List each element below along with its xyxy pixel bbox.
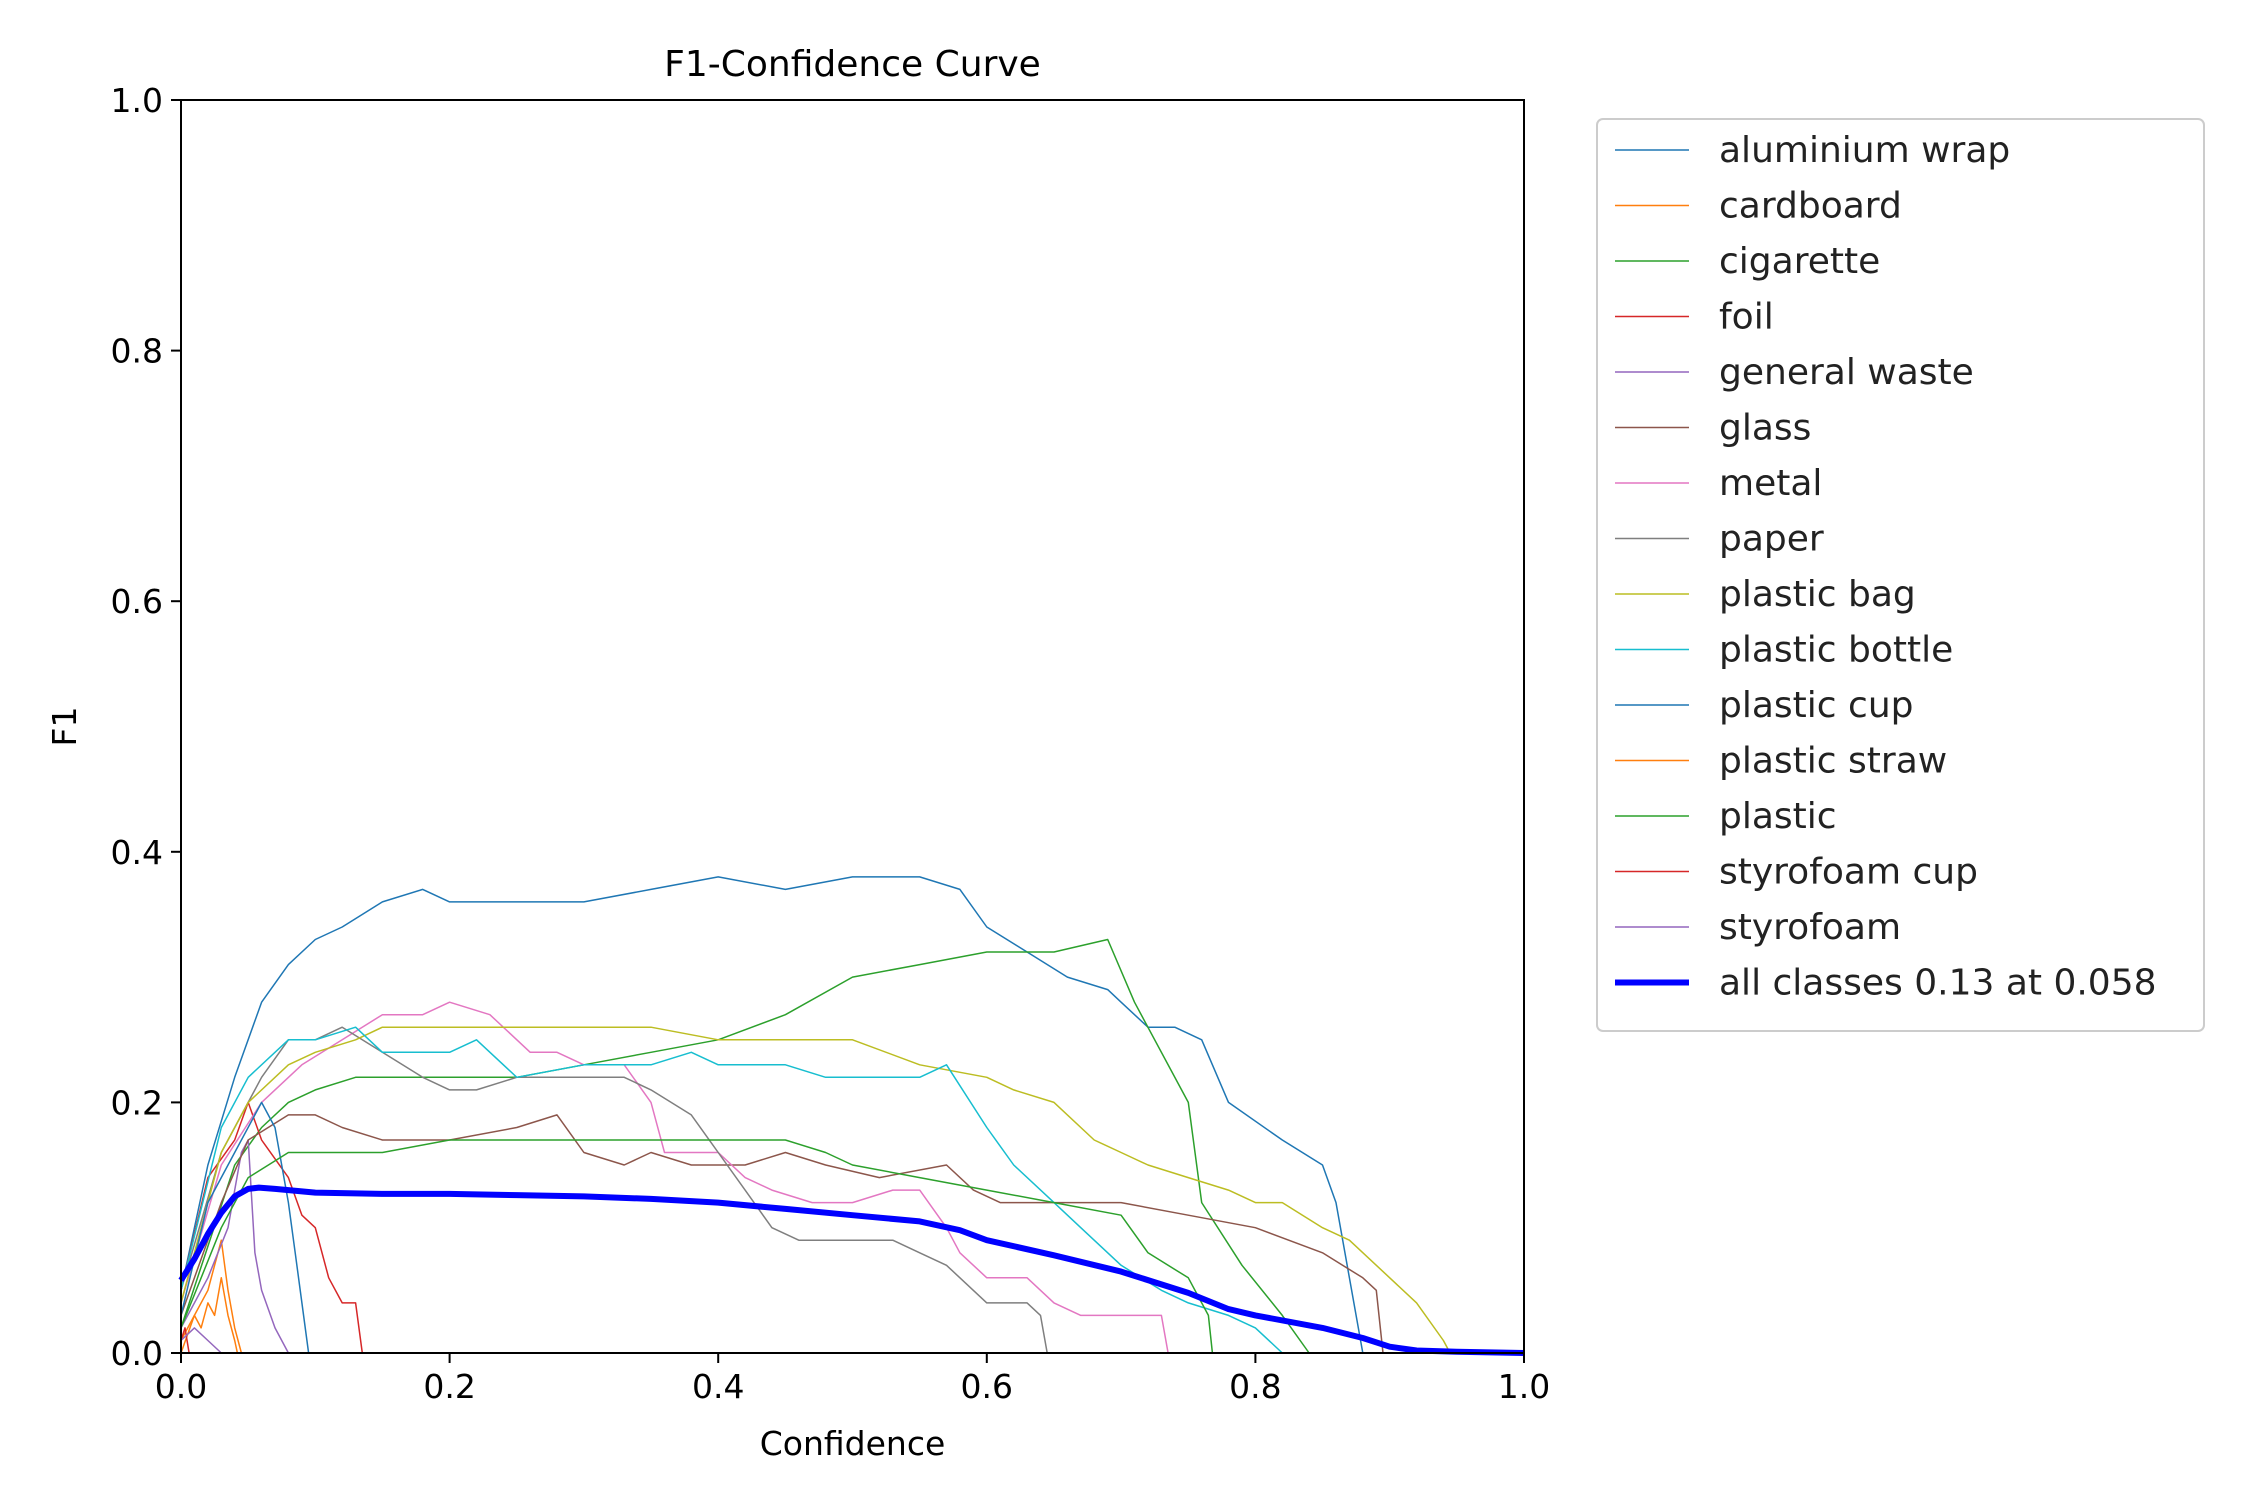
series-line-2	[180, 938, 1310, 1354]
legend-entry-label: all classes 0.13 at 0.058	[1719, 963, 2157, 1004]
legend-entry-label: paper	[1719, 519, 1824, 560]
series-line-13	[180, 1327, 190, 1354]
x-axis-label: Confidence	[760, 1424, 946, 1463]
legend: aluminium wrap cardboard cigarette foil gene…	[1596, 118, 2205, 1032]
y-tick-label: 0.4	[111, 833, 163, 872]
legend-box	[1596, 118, 2205, 1032]
series-line-9	[180, 1026, 1283, 1354]
y-tick-label: 0.0	[111, 1334, 163, 1373]
series-line-14	[180, 1327, 222, 1354]
legend-entry-label: glass	[1719, 408, 1811, 449]
legend-entry-label: general waste	[1719, 352, 1974, 393]
series-line-15	[178, 1184, 1525, 1356]
x-tick-label: 0.2	[423, 1367, 475, 1406]
legend-entry-label: plastic cup	[1719, 685, 1913, 726]
legend-entry-label: plastic bottle	[1719, 630, 1953, 671]
series-line-12	[180, 1139, 1214, 1354]
x-tick-label: 0.0	[155, 1367, 207, 1406]
legend-entry-label: styrofoam	[1719, 907, 1901, 948]
legend-entry-label: styrofoam cup	[1719, 852, 1978, 893]
y-axis-label: F1	[45, 707, 84, 747]
x-tick-label: 1.0	[1498, 1367, 1550, 1406]
y-tick-label: 0.6	[111, 582, 163, 621]
series-line-11	[180, 1277, 239, 1354]
x-tick-label: 0.6	[961, 1367, 1013, 1406]
legend-entry-label: foil	[1719, 297, 1774, 338]
legend-entry-label: aluminium wrap	[1719, 130, 2010, 171]
series-line-8	[180, 1026, 1451, 1354]
legend-entry-label: cardboard	[1719, 186, 1902, 227]
x-tick-label: 0.8	[1229, 1367, 1281, 1406]
legend-entry-label: cigarette	[1719, 241, 1880, 282]
plot-frame	[180, 99, 1525, 1354]
series-line-10	[180, 1101, 310, 1354]
y-tick-label: 0.8	[111, 332, 163, 371]
series-line-5	[180, 1114, 1384, 1354]
series-line-0	[180, 876, 1364, 1354]
legend-entry-label: plastic bag	[1719, 574, 1916, 615]
ticks-layer: 0.0 0.2 0.4 0.6 0.8 1.0 0.0 0.2 0.4 0.6 0.8 1.0	[111, 81, 1551, 1406]
series-layer	[178, 876, 1525, 1356]
legend-entry-label: plastic straw	[1719, 741, 1947, 782]
series-line-3	[180, 1101, 364, 1354]
series-line-7	[180, 1026, 1048, 1354]
legend-entry-label: metal	[1719, 463, 1822, 504]
chart-title: F1-Confidence Curve	[664, 44, 1041, 85]
x-tick-label: 0.4	[692, 1367, 744, 1406]
legend-entry-label: plastic	[1719, 796, 1837, 837]
y-tick-label: 0.2	[111, 1083, 163, 1122]
y-tick-label: 1.0	[111, 81, 163, 120]
